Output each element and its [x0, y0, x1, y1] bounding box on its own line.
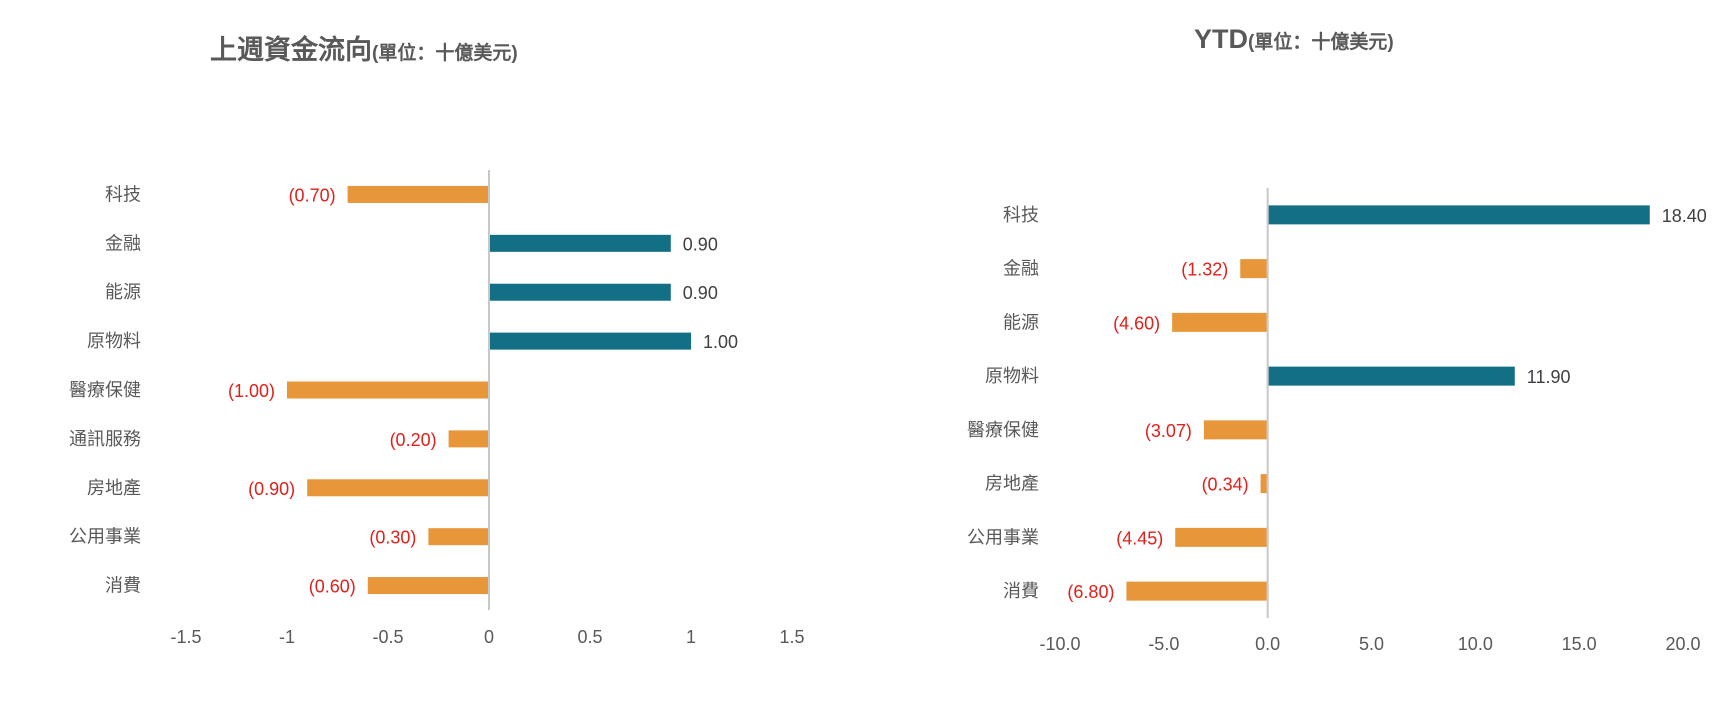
category-label: 科技	[105, 184, 141, 205]
bar-5	[448, 430, 488, 448]
x-tick-label: 1.5	[779, 627, 804, 647]
category-label: 房地產	[985, 474, 1039, 495]
data-label: 11.90	[1527, 367, 1571, 387]
chart-title-main: 上週資金流向	[210, 35, 372, 65]
category-label: 能源	[1003, 312, 1039, 333]
category-label: 醫療保健	[69, 380, 141, 401]
data-label: (1.32)	[1181, 260, 1228, 280]
x-tick-label: 15.0	[1562, 634, 1597, 654]
data-label: 0.90	[683, 283, 718, 303]
category-label: 消費	[105, 576, 141, 597]
bar-6	[307, 479, 488, 497]
x-tick-label: 10.0	[1458, 634, 1493, 654]
data-label: (0.20)	[390, 430, 437, 450]
data-label: (0.34)	[1202, 475, 1249, 495]
bar-0	[347, 185, 488, 203]
x-tick-label: -1	[279, 627, 295, 647]
data-label: (4.60)	[1113, 313, 1160, 333]
data-label: (6.80)	[1067, 582, 1114, 602]
category-label: 原物料	[87, 331, 141, 352]
bar-1	[1240, 259, 1267, 279]
data-label: (0.90)	[248, 479, 295, 499]
category-label: 公用事業	[69, 527, 141, 548]
category-label: 科技	[1003, 205, 1039, 226]
category-label: 房地產	[87, 478, 141, 499]
data-label: (0.60)	[309, 577, 356, 597]
bar-7	[1126, 581, 1267, 601]
x-tick-label: -10.0	[1039, 634, 1080, 654]
x-tick-label: 5.0	[1359, 634, 1384, 654]
chart-title: 上週資金流向(單位：十億美元)	[210, 28, 518, 67]
chart-title-unit: (單位：十億美元)	[1248, 32, 1394, 53]
data-label: 0.90	[683, 234, 718, 254]
x-tick-label: 20.0	[1665, 634, 1700, 654]
chart-title-unit: (單位：十億美元)	[372, 43, 518, 64]
x-tick-label: 0.5	[577, 627, 602, 647]
bar-chart-weekly: 科技 (0.70) 金融 0.90 能源 0.90 原物料 1.00 醫療保健 (1.00) 通訊服…	[69, 170, 805, 647]
bar-3	[1268, 366, 1515, 386]
x-tick-label: -0.5	[372, 627, 403, 647]
bar-6	[1175, 527, 1267, 547]
x-tick-label: 1	[686, 627, 696, 647]
x-tick-label: 0	[484, 627, 494, 647]
data-label: 18.40	[1662, 206, 1707, 226]
bar-7	[428, 528, 488, 546]
x-tick-label: 0.0	[1255, 634, 1280, 654]
category-label: 金融	[105, 233, 141, 254]
chart-title-main: YTD	[1194, 24, 1248, 54]
chart-title: YTD(單位：十億美元)	[1194, 24, 1394, 55]
chart-weekly-flows: 上週資金流向(單位：十億美元) 科技 (0.70) 金融 0.90 能源 0.90 原物料 1…	[0, 0, 860, 714]
data-label: (3.07)	[1145, 421, 1192, 441]
bar-chart-ytd: 科技 18.40 金融 (1.32) 能源 (4.60) 原物料 11.90 醫療保健 (3.07…	[967, 188, 1707, 654]
category-label: 原物料	[985, 366, 1039, 387]
x-tick-label: -5.0	[1148, 634, 1179, 654]
x-tick-label: -1.5	[170, 627, 201, 647]
data-label: (0.70)	[289, 185, 336, 205]
bar-4	[287, 381, 488, 399]
bar-3	[490, 332, 691, 350]
bar-1	[490, 234, 671, 252]
data-label: (0.30)	[369, 528, 416, 548]
category-label: 消費	[1003, 581, 1039, 602]
category-label: 公用事業	[967, 527, 1039, 548]
bar-4	[1203, 420, 1267, 440]
data-label: (1.00)	[228, 381, 275, 401]
data-label: 1.00	[703, 332, 738, 352]
bar-2	[1172, 312, 1267, 332]
category-label: 通訊服務	[69, 429, 141, 450]
category-label: 醫療保健	[967, 420, 1039, 441]
category-label: 能源	[105, 282, 141, 303]
bar-0	[1268, 205, 1650, 225]
bar-2	[490, 283, 671, 301]
category-label: 金融	[1003, 259, 1039, 280]
bar-5	[1260, 474, 1267, 494]
chart-ytd-flows: YTD(單位：十億美元) 科技 18.40 金融 (1.32) 能源 (4.60) 原物料 1…	[860, 0, 1724, 714]
bar-8	[367, 577, 488, 595]
data-label: (4.45)	[1116, 528, 1163, 548]
